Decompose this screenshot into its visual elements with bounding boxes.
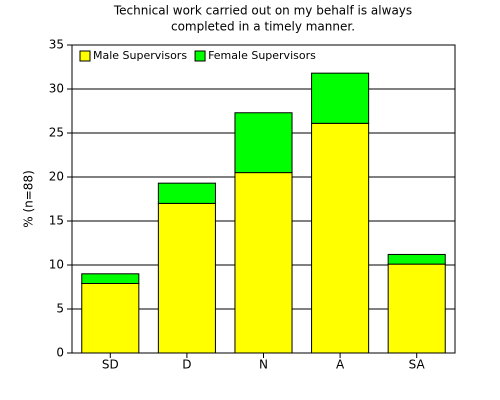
y-tick-label: 25: [49, 126, 64, 140]
y-tick-label: 0: [56, 346, 64, 360]
y-tick-label: 15: [49, 214, 64, 228]
x-tick-label: SA: [409, 358, 426, 372]
bar-segment: [234, 172, 293, 354]
bar-segment: [234, 112, 293, 174]
y-tick-label: 20: [49, 170, 64, 184]
y-tick-label: 10: [49, 258, 64, 272]
bar-segment: [81, 273, 140, 284]
bar-segment: [157, 182, 216, 204]
x-tick-label: A: [336, 358, 345, 372]
bar-segment: [311, 72, 370, 124]
bar-segment: [387, 253, 446, 265]
bar-segment: [157, 202, 216, 354]
legend-swatch: [194, 50, 206, 62]
x-tick-label: SD: [102, 358, 119, 372]
legend-swatch: [79, 50, 91, 62]
legend-label: Male Supervisors: [93, 49, 187, 62]
x-tick-label: D: [182, 358, 191, 372]
legend-label: Female Supervisors: [208, 49, 316, 62]
chart-title: Technical work carried out on my behalf …: [113, 4, 412, 18]
bar-segment: [81, 282, 140, 354]
chart-title: completed in a timely manner.: [171, 20, 355, 34]
x-tick-label: N: [259, 358, 268, 372]
plot-frame: [71, 44, 456, 354]
y-tick-label: 30: [49, 82, 64, 96]
bar-segment: [387, 263, 446, 354]
y-tick-label: 35: [49, 38, 64, 52]
y-tick-label: 5: [56, 302, 64, 316]
bar-segment: [311, 122, 370, 354]
y-axis-label: % (n=88): [22, 170, 36, 228]
